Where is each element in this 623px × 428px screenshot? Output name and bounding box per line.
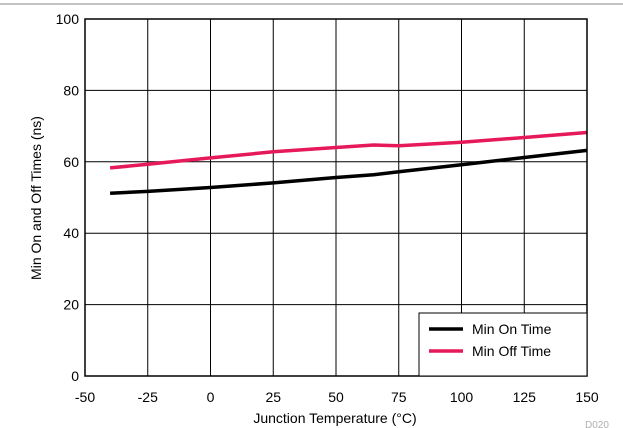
plot-frame	[84, 18, 588, 377]
x-tick-label: -25	[138, 389, 158, 405]
legend-label: Min On Time	[472, 321, 552, 337]
x-tick-label: 50	[328, 389, 344, 405]
y-tick-label: 100	[56, 11, 80, 27]
series-line-1	[109, 130, 588, 170]
y-tick-label: 40	[63, 225, 79, 241]
y-tick-label: 60	[63, 154, 79, 170]
y-tick-label: 20	[63, 297, 79, 313]
series-layer	[109, 130, 588, 195]
x-tick-label: 150	[575, 389, 599, 405]
x-tick-label: 125	[513, 389, 537, 405]
x-tick-labels: -50 -25 0 25 50 75 100 125 150	[75, 389, 599, 405]
x-tick-label: 100	[450, 389, 474, 405]
y-tick-labels: 0 20 40 60 80 100	[56, 11, 80, 384]
x-tick-label: 75	[391, 389, 407, 405]
x-tick-label: 25	[265, 389, 281, 405]
legend: Min On Time Min Off Time	[418, 312, 588, 377]
y-tick-label: 0	[71, 368, 79, 384]
legend-label: Min Off Time	[472, 343, 551, 359]
x-tick-label: 0	[207, 389, 215, 405]
x-tick-label: -50	[75, 389, 95, 405]
series-line-0	[110, 148, 588, 195]
legend-box	[418, 312, 588, 377]
figure-code: D020	[585, 420, 609, 428]
x-axis-label: Junction Temperature (°C)	[253, 410, 416, 426]
y-axis-label: Min On and Off Times (ns)	[28, 116, 44, 280]
y-tick-label: 80	[63, 82, 79, 98]
